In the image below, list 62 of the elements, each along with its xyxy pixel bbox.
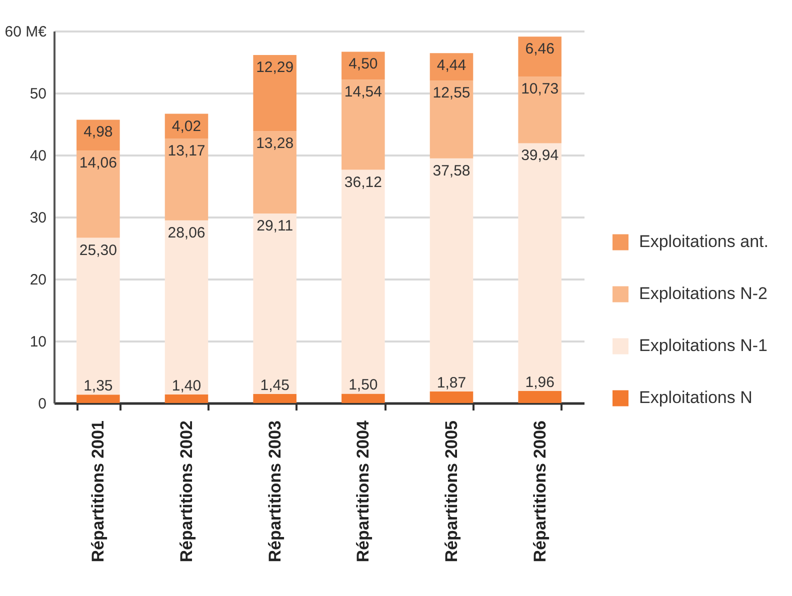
bar: [253, 214, 296, 394]
bar: [76, 120, 120, 151]
data-label: 14,06: [79, 154, 117, 172]
y-tick-label: 50: [30, 86, 46, 102]
data-label: 4,44: [436, 57, 466, 74]
data-label: 28,06: [168, 224, 206, 242]
data-label: 13,17: [168, 142, 206, 160]
legend-label: Exploitations ant.: [639, 232, 768, 252]
legend-label: Exploitations N: [639, 388, 752, 408]
data-label: 1,35: [84, 378, 113, 395]
y-tick-label: 20: [30, 272, 46, 288]
data-label: 1,96: [525, 374, 554, 391]
bar: [164, 138, 208, 220]
data-label: 1,87: [436, 374, 466, 392]
data-label: 13,28: [256, 135, 294, 152]
bar: [164, 220, 208, 394]
data-label: 1,50: [348, 376, 378, 394]
bar: [253, 131, 296, 214]
data-label: 37,58: [432, 162, 470, 180]
data-label: 10,73: [521, 80, 559, 98]
y-tick-label: 60 M€: [4, 24, 48, 40]
data-label: 4,02: [172, 118, 202, 135]
data-label: 1,45: [260, 377, 290, 394]
y-tick-label: 10: [30, 334, 46, 350]
y-tick-label: 40: [30, 148, 46, 164]
data-label: 4,50: [348, 56, 378, 73]
x-tick-label: Répartitions 2002: [177, 420, 196, 562]
data-label: 1,40: [172, 377, 202, 394]
bar: [430, 158, 474, 392]
data-label: 4,98: [84, 124, 113, 141]
data-label: 12,29: [256, 58, 294, 76]
bar: [518, 143, 562, 391]
data-label: 12,55: [432, 84, 470, 102]
bar: [518, 390, 562, 403]
bar: [76, 238, 120, 395]
bar: [430, 391, 474, 403]
data-label: 39,94: [521, 147, 559, 164]
x-tick-label: Répartitions 2003: [265, 420, 284, 562]
y-tick-label: 30: [30, 210, 46, 226]
y-tick-label: 0: [38, 396, 46, 412]
legend-label: Exploitations N-1: [639, 336, 768, 356]
bar: [253, 394, 296, 403]
bar: [342, 394, 385, 403]
bar: [518, 76, 562, 144]
bar: [518, 36, 562, 77]
legend-label: Exploitations N-2: [639, 284, 768, 304]
bar: [164, 394, 208, 403]
x-tick-label: Répartitions 2004: [354, 420, 373, 562]
bar: [430, 80, 474, 158]
bar: [342, 80, 385, 170]
bar: [342, 170, 385, 394]
bar: [76, 150, 120, 238]
data-label: 36,12: [344, 174, 382, 191]
x-tick-label: Répartitions 2001: [88, 420, 108, 562]
data-label: 6,46: [525, 40, 554, 58]
bar: [253, 54, 296, 132]
x-tick-label: Répartitions 2006: [530, 420, 550, 562]
bar: [76, 394, 120, 403]
x-tick-label: Répartitions 2005: [442, 420, 461, 562]
data-label: 29,11: [256, 218, 294, 235]
data-label: 14,54: [344, 84, 382, 101]
data-label: 25,30: [79, 242, 117, 259]
